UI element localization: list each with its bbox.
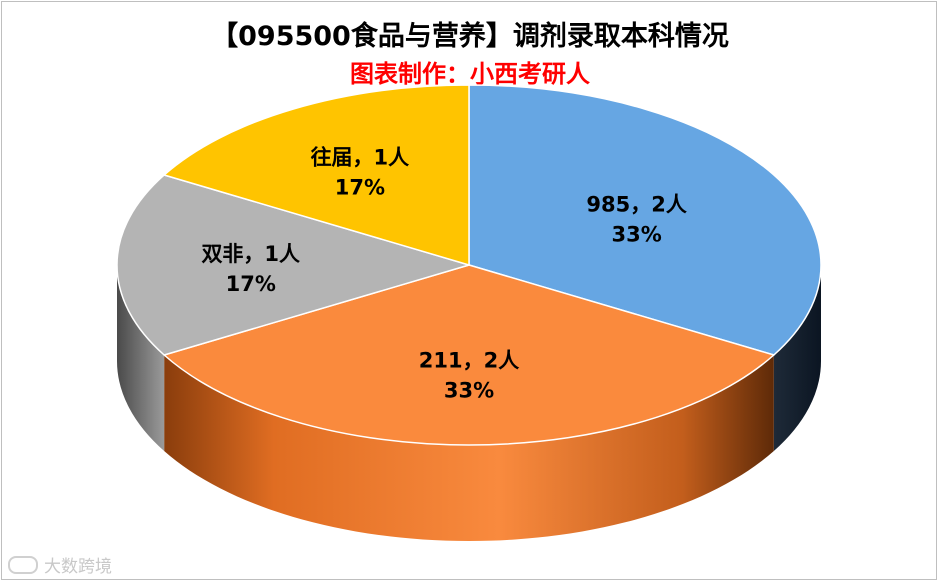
data-label-往届: 往届，1人 bbox=[311, 145, 410, 169]
percent-label-985: 33% bbox=[612, 223, 662, 247]
watermark: 大数跨境 bbox=[8, 552, 112, 577]
pie-slices bbox=[116, 84, 822, 446]
percent-label-211: 33% bbox=[444, 378, 494, 402]
percent-label-往届: 17% bbox=[335, 175, 385, 199]
pie-slice-211[interactable] bbox=[162, 264, 776, 446]
data-label-985: 985，2人 bbox=[586, 193, 686, 217]
pie-side-211 bbox=[164, 355, 774, 541]
chart-subtitle: 图表制作：小西考研人 bbox=[350, 60, 590, 88]
data-label-双非: 双非，1人 bbox=[201, 242, 300, 266]
pie-labels: 985，2人 33% 211，2人 33% 双非，1人 17% 往届，1人 17% bbox=[201, 145, 686, 402]
pie-slice-往届[interactable] bbox=[162, 84, 470, 267]
watermark-text: 大数跨境 bbox=[44, 557, 112, 577]
pie-slice-双非[interactable] bbox=[116, 174, 472, 356]
pie-slice-985[interactable] bbox=[468, 84, 822, 356]
watermark-logo-icon bbox=[8, 555, 38, 574]
chart-title: 【095500食品与营养】调剂录取本科情况 bbox=[211, 21, 729, 52]
percent-label-双非: 17% bbox=[226, 272, 276, 296]
data-label-211: 211，2人 bbox=[419, 348, 519, 372]
